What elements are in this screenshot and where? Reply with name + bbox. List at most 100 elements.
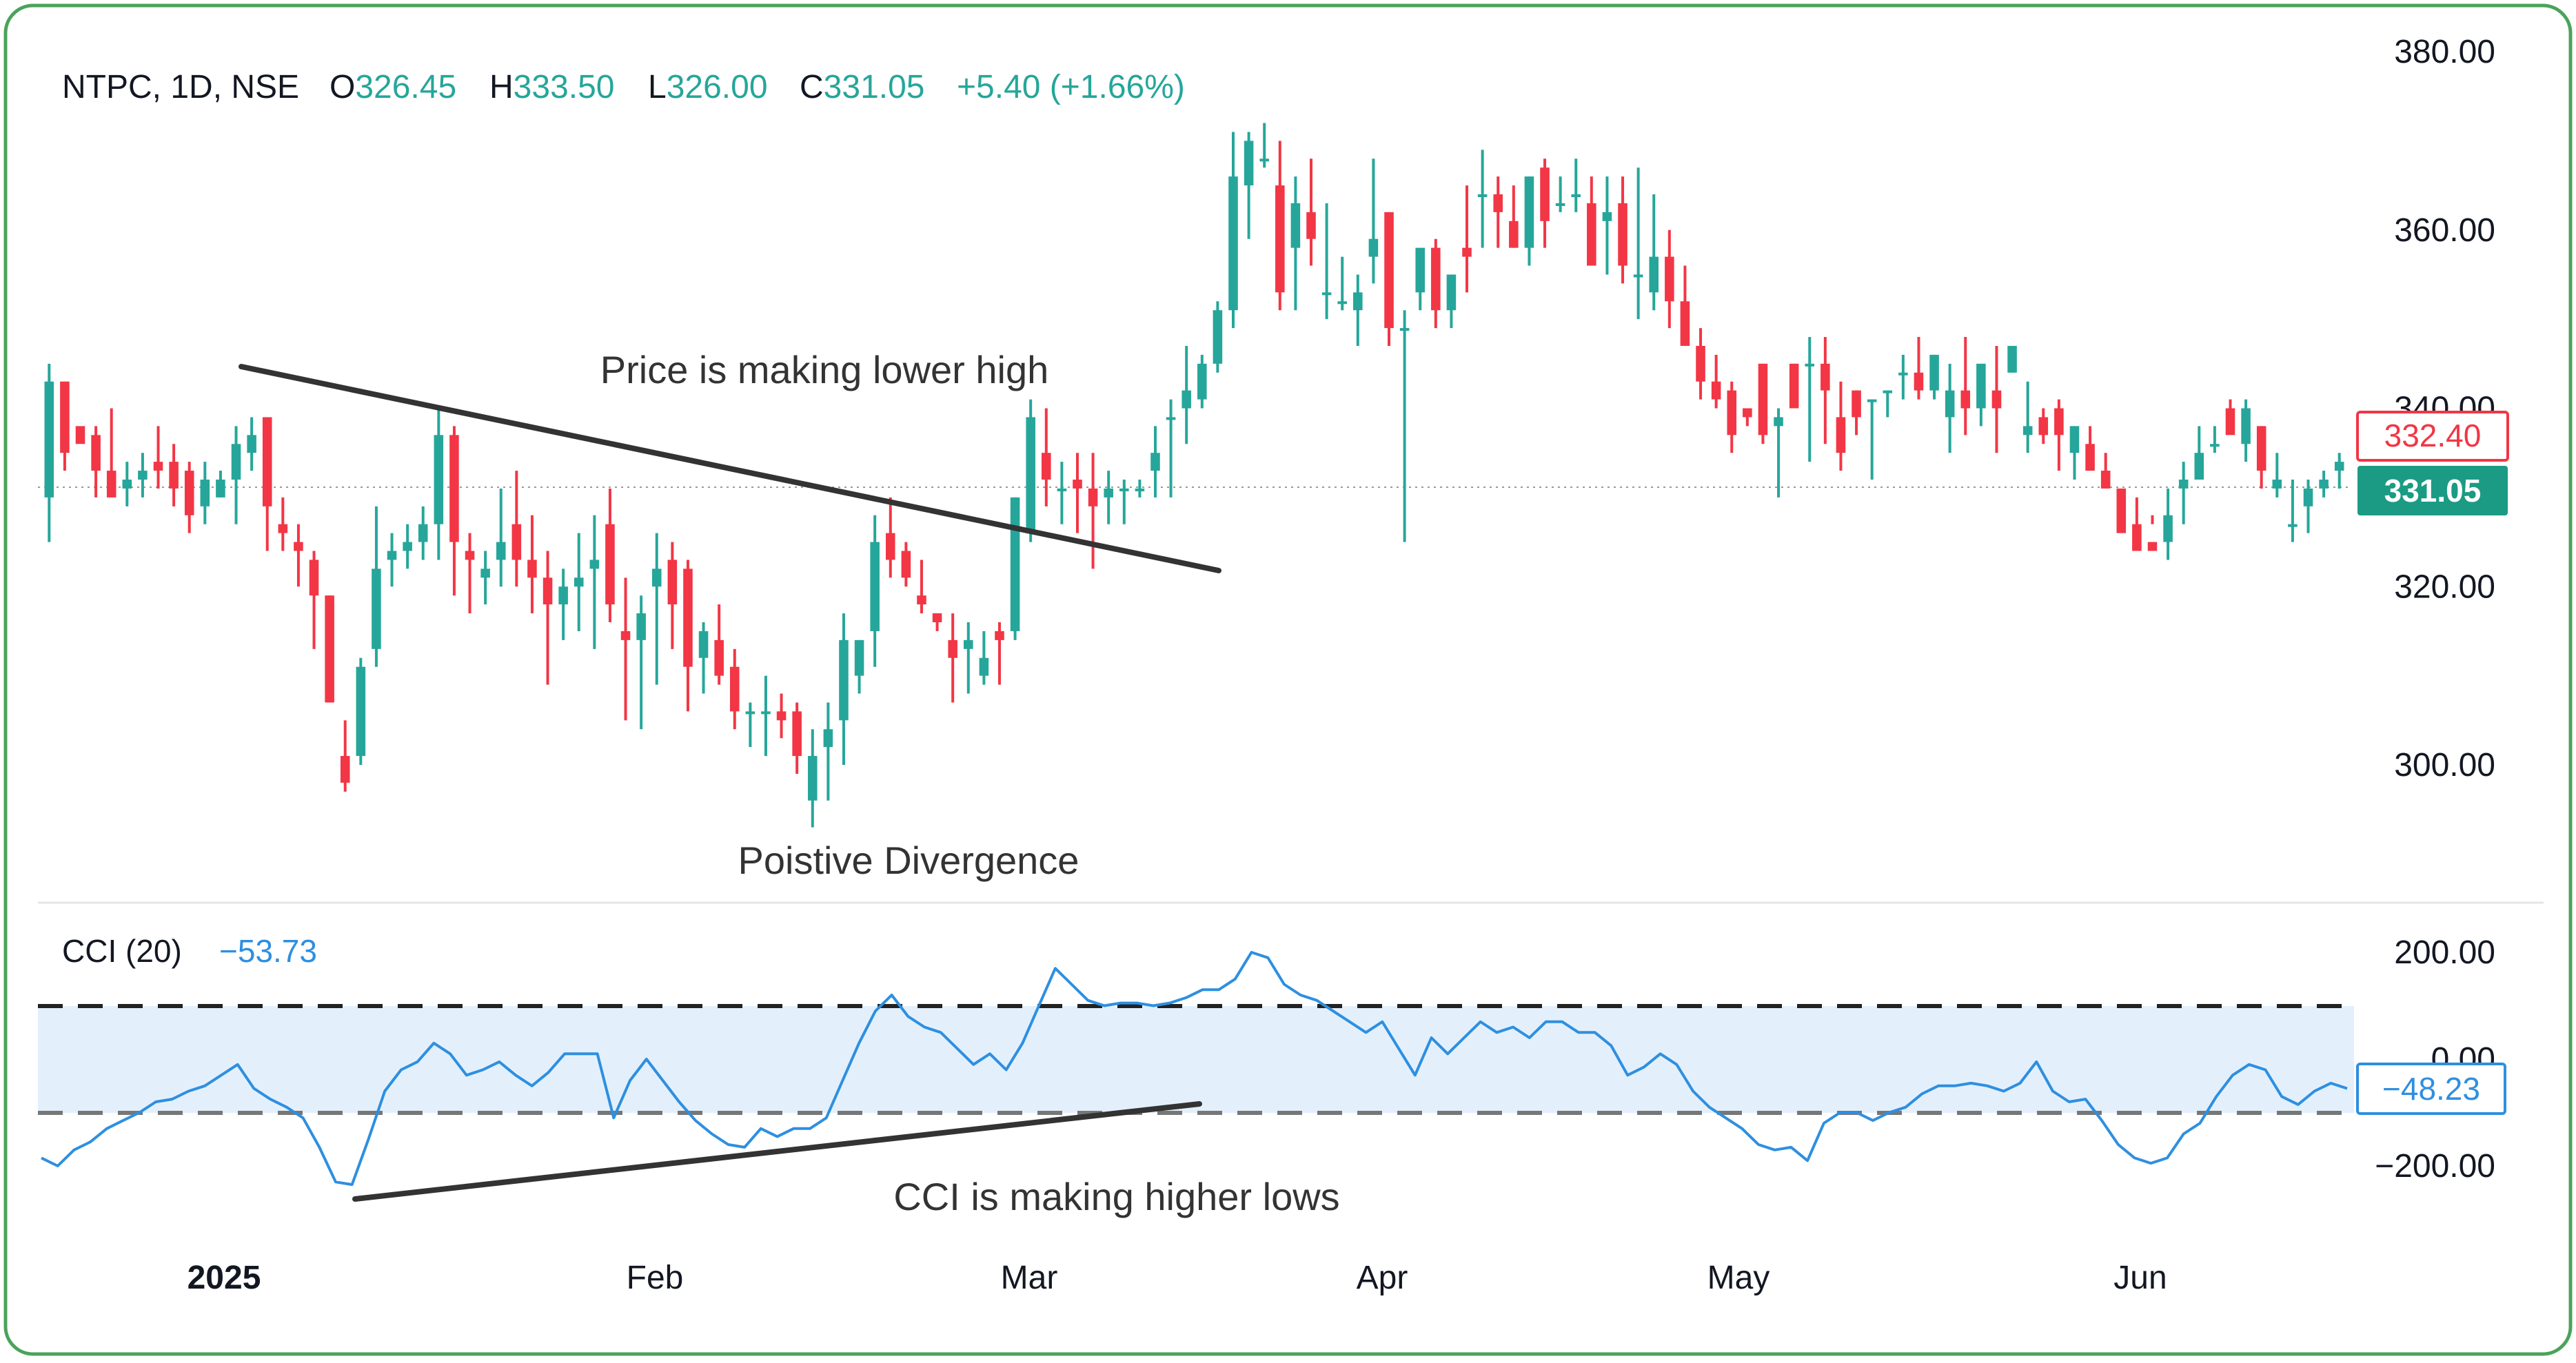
candle[interactable] — [1898, 354, 1908, 400]
candle[interactable] — [2334, 453, 2344, 489]
candle[interactable] — [1446, 274, 1457, 329]
candle[interactable] — [1337, 256, 1347, 311]
candle[interactable] — [1509, 185, 1519, 248]
candle[interactable] — [1883, 390, 1893, 418]
candle[interactable] — [542, 551, 553, 685]
candle[interactable] — [2319, 471, 2329, 498]
candle[interactable] — [1415, 247, 1425, 311]
candle[interactable] — [589, 515, 600, 649]
candle[interactable] — [325, 595, 334, 703]
candle[interactable] — [449, 426, 459, 596]
candle[interactable] — [1587, 176, 1596, 266]
candle[interactable] — [745, 702, 755, 748]
candle[interactable] — [1368, 158, 1379, 284]
candle[interactable] — [480, 551, 490, 605]
candle[interactable] — [278, 497, 288, 551]
candle[interactable] — [854, 639, 864, 694]
candle[interactable] — [169, 444, 179, 506]
candle[interactable] — [75, 426, 85, 444]
candle[interactable] — [2178, 462, 2189, 524]
candle[interactable] — [418, 506, 428, 560]
candle[interactable] — [636, 595, 646, 730]
candle[interactable] — [1805, 337, 1815, 462]
candle[interactable] — [667, 542, 678, 649]
candle[interactable] — [2147, 515, 2158, 551]
candle[interactable] — [2241, 399, 2251, 462]
candle[interactable] — [683, 560, 693, 712]
candle[interactable] — [1244, 132, 1254, 239]
candle[interactable] — [917, 560, 926, 614]
candle[interactable] — [356, 657, 366, 765]
candle[interactable] — [91, 426, 101, 498]
candle[interactable] — [729, 648, 740, 730]
candle[interactable] — [1197, 354, 1207, 409]
candle[interactable] — [1166, 399, 1176, 498]
candle[interactable] — [184, 462, 194, 533]
candle[interactable] — [761, 675, 771, 757]
candle[interactable] — [1991, 345, 2002, 453]
cci-higher-low-trendline[interactable] — [352, 1101, 1202, 1202]
candle[interactable] — [776, 693, 787, 739]
candle[interactable] — [153, 426, 163, 489]
candle[interactable] — [839, 613, 849, 765]
candle[interactable] — [1540, 158, 1550, 248]
candle[interactable] — [496, 488, 506, 587]
candle[interactable] — [1259, 123, 1269, 168]
candle[interactable] — [2163, 488, 2173, 560]
candle[interactable] — [60, 381, 70, 471]
candle[interactable] — [1945, 363, 1955, 453]
candle[interactable] — [979, 631, 989, 685]
candle[interactable] — [932, 613, 942, 631]
candle[interactable] — [309, 551, 319, 649]
candle[interactable] — [2132, 497, 2142, 551]
candle[interactable] — [387, 533, 397, 587]
cci-line[interactable] — [41, 951, 2348, 1187]
candle[interactable] — [807, 729, 818, 828]
candle[interactable] — [106, 408, 116, 498]
candle[interactable] — [2100, 453, 2111, 489]
candle[interactable] — [122, 462, 132, 506]
candle[interactable] — [1821, 337, 1830, 444]
candle[interactable] — [2303, 480, 2313, 533]
candle[interactable] — [714, 604, 724, 685]
candle[interactable] — [792, 702, 802, 774]
candle[interactable] — [1477, 150, 1488, 248]
candle[interactable] — [1104, 471, 1113, 524]
candle[interactable] — [2116, 488, 2127, 533]
candle[interactable] — [1228, 132, 1238, 329]
candle[interactable] — [1571, 158, 1581, 212]
candle[interactable] — [1743, 408, 1752, 427]
candle[interactable] — [1213, 301, 1223, 373]
candle[interactable] — [870, 515, 880, 667]
candle[interactable] — [1399, 310, 1410, 542]
candle[interactable] — [294, 524, 303, 587]
candle[interactable] — [1649, 194, 1659, 311]
candle[interactable] — [1789, 363, 1799, 409]
candle[interactable] — [1119, 480, 1129, 524]
candle[interactable] — [1306, 158, 1316, 266]
candle[interactable] — [1493, 176, 1503, 248]
candle[interactable] — [1353, 274, 1363, 346]
candle[interactable] — [527, 515, 537, 614]
candle[interactable] — [1135, 480, 1145, 498]
candle[interactable] — [1618, 176, 1627, 284]
candle[interactable] — [2022, 381, 2033, 453]
candle[interactable] — [620, 577, 631, 721]
candle[interactable] — [1602, 176, 1612, 275]
candle[interactable] — [1181, 345, 1191, 444]
candle[interactable] — [434, 408, 444, 560]
candle[interactable] — [1774, 408, 1783, 498]
candle[interactable] — [1275, 141, 1285, 311]
candle[interactable] — [1010, 497, 1020, 640]
candle[interactable] — [1758, 363, 1768, 444]
candle[interactable] — [698, 622, 709, 694]
candle[interactable] — [1073, 453, 1082, 533]
candle[interactable] — [2038, 408, 2049, 444]
candle[interactable] — [465, 533, 475, 614]
candle[interactable] — [1680, 265, 1690, 346]
candle[interactable] — [1026, 399, 1035, 542]
candle[interactable] — [1665, 229, 1674, 329]
candle[interactable] — [1727, 381, 1737, 453]
candle[interactable] — [1976, 363, 1986, 427]
